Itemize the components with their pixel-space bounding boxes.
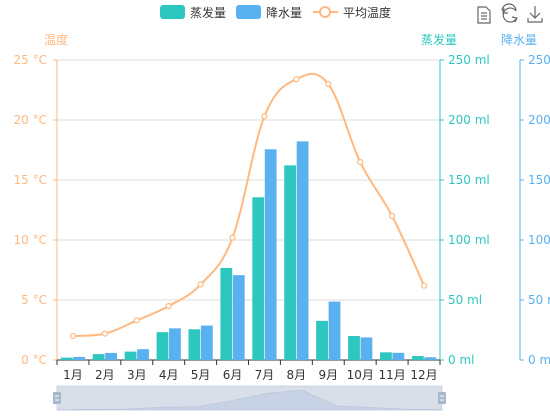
datazoom-data-shadow (56, 389, 443, 411)
bar-evaporation (348, 336, 360, 360)
bar-evaporation (220, 267, 233, 360)
tick-label-evaporation: 250 ml (448, 53, 490, 67)
tick-label-evaporation: 200 ml (448, 113, 490, 127)
tick-label-temperature: 5 °C (21, 293, 47, 307)
axis-name-precipitation: 降水量 (501, 33, 537, 47)
tick-label-precipitation: 0 ml (528, 353, 550, 367)
temperature-point (197, 281, 204, 288)
bar-precipitation (73, 356, 86, 360)
bar-precipitation (105, 352, 118, 360)
tick-label-temperature: 10 °C (14, 233, 47, 247)
x-tick-label: 4月 (159, 368, 179, 382)
bar-evaporation (316, 320, 328, 360)
temperature-point (101, 330, 108, 337)
x-tick-label: 5月 (191, 368, 211, 382)
tick-label-precipitation: 100 ml (528, 233, 550, 247)
bar-precipitation (328, 301, 341, 360)
bars (60, 141, 437, 360)
temperature-point (133, 317, 140, 324)
x-tick-label: 12月 (410, 368, 437, 382)
bar-evaporation (379, 352, 392, 360)
x-tick-label: 7月 (255, 368, 275, 382)
legend-item-evaporation[interactable]: 蒸发量 (160, 5, 226, 20)
temperature-point (261, 113, 268, 120)
temperature-point (325, 80, 332, 88)
bar-precipitation (169, 328, 181, 360)
bar-precipitation (232, 275, 245, 360)
legend-label-evaporation: 蒸发量 (190, 5, 226, 20)
bar-evaporation (284, 165, 297, 360)
temperature-point (69, 332, 77, 340)
bar-precipitation (296, 141, 309, 360)
bar-evaporation (156, 332, 169, 360)
bar-evaporation (124, 351, 137, 360)
temperature-point (420, 282, 428, 289)
tick-label-temperature: 15 °C (14, 173, 47, 187)
tick-label-evaporation: 50 ml (448, 293, 482, 307)
axes: 0 °C 0 ml 0 ml 5 °C 50 ml 50 ml 10 °C 100 ml 100… (14, 53, 550, 382)
tick-label-precipitation: 200 ml (528, 113, 550, 127)
bar-precipitation (392, 352, 405, 360)
datazoom-handle-right[interactable] (438, 392, 446, 404)
temperature-line (69, 72, 428, 340)
bar-precipitation (424, 357, 437, 360)
data-view-icon[interactable] (477, 6, 491, 24)
axis-name-temperature: 温度 (44, 32, 68, 47)
legend-item-temperature[interactable]: 平均温度 (313, 5, 391, 20)
datazoom-selected-range[interactable] (57, 386, 442, 410)
legend-swatch-evaporation (160, 5, 185, 19)
tick-label-temperature: 20 °C (14, 113, 47, 127)
legend-label-temperature: 平均温度 (343, 5, 391, 20)
datazoom-handle-left[interactable] (53, 392, 61, 404)
temperature-point (357, 158, 364, 166)
legend-swatch-precipitation (236, 5, 261, 19)
tick-label-temperature: 0 °C (21, 353, 47, 367)
x-tick-label: 2月 (95, 368, 115, 382)
x-tick-label: 1月 (63, 368, 83, 382)
tick-label-evaporation: 0 ml (448, 353, 474, 367)
tick-label-precipitation: 150 ml (528, 173, 550, 187)
bar-precipitation (360, 337, 373, 360)
temperature-point (229, 234, 236, 241)
bar-evaporation (411, 356, 424, 360)
grid-lines (57, 59, 440, 301)
x-tick-label: 8月 (287, 368, 307, 382)
x-tick-label: 10月 (347, 368, 374, 382)
temperature-point (165, 302, 172, 310)
bar-precipitation (264, 149, 277, 360)
tick-label-precipitation: 250 ml (528, 53, 550, 67)
x-tick-label: 11月 (378, 368, 405, 382)
legend-label-precipitation: 降水量 (266, 6, 302, 20)
datazoom-slider[interactable] (53, 385, 446, 411)
temperature-point (389, 212, 396, 220)
legend: 蒸发量 降水量 平均温度 (160, 5, 391, 20)
tick-label-temperature: 25 °C (14, 53, 47, 67)
legend-marker-temperature (319, 6, 331, 18)
bar-evaporation (92, 354, 105, 360)
bar-evaporation (60, 357, 73, 360)
restore-icon[interactable] (501, 3, 518, 23)
bar-evaporation (252, 197, 265, 360)
save-image-icon[interactable] (527, 6, 543, 23)
tick-label-evaporation: 100 ml (448, 233, 490, 247)
x-tick-label: 6月 (223, 368, 243, 382)
axis-name-evaporation: 蒸发量 (421, 32, 457, 47)
bar-precipitation (200, 325, 213, 360)
bar-precipitation (137, 349, 149, 360)
bar-evaporation (188, 329, 201, 360)
tick-label-evaporation: 150 ml (448, 173, 490, 187)
toolbox (477, 3, 543, 24)
temperature-line-path (72, 72, 425, 337)
x-tick-label: 3月 (127, 368, 147, 382)
legend-item-precipitation[interactable]: 降水量 (236, 5, 302, 20)
x-tick-label: 9月 (318, 368, 338, 382)
tick-label-precipitation: 50 ml (528, 293, 550, 307)
temperature-point (293, 76, 300, 83)
